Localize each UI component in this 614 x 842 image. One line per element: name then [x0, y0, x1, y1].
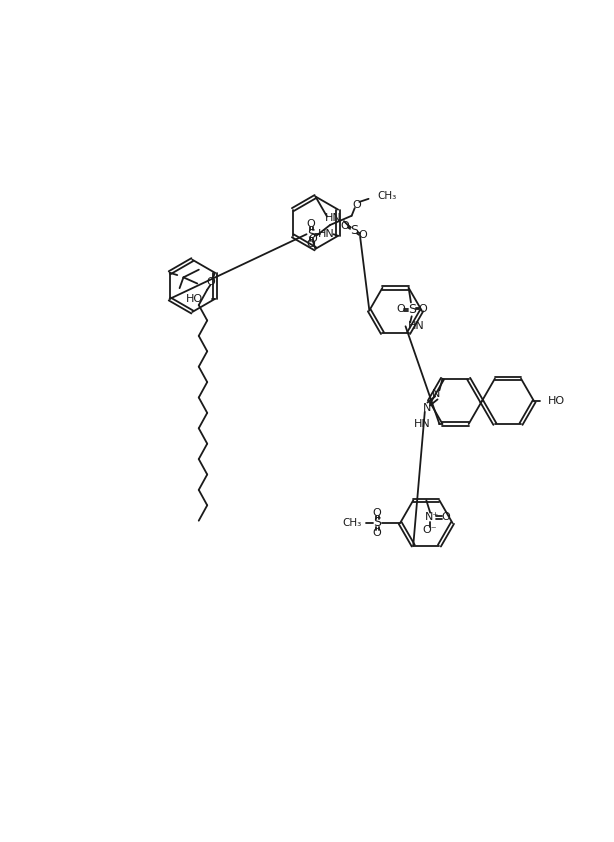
Text: HO: HO	[185, 294, 203, 304]
Text: HN: HN	[413, 419, 430, 429]
Text: HN: HN	[318, 229, 335, 239]
Text: O: O	[373, 508, 381, 518]
Text: HO: HO	[548, 397, 565, 407]
Text: O: O	[359, 230, 368, 240]
Text: O⁻: O⁻	[423, 525, 438, 535]
Text: O: O	[307, 239, 316, 249]
Text: O: O	[309, 234, 317, 244]
Text: S: S	[307, 227, 315, 241]
Text: O: O	[397, 304, 405, 314]
Text: O: O	[441, 512, 450, 522]
Text: O: O	[418, 304, 427, 314]
Text: N: N	[432, 389, 440, 399]
Text: S: S	[350, 224, 358, 237]
Text: HN: HN	[325, 213, 341, 223]
Text: O: O	[307, 219, 316, 229]
Text: CH₃: CH₃	[378, 191, 397, 200]
Text: O: O	[206, 277, 215, 287]
Text: N: N	[423, 403, 431, 413]
Text: S: S	[408, 303, 416, 316]
Text: CH₃: CH₃	[343, 518, 362, 528]
Text: O: O	[352, 200, 360, 210]
Text: O: O	[373, 528, 381, 538]
Text: O: O	[340, 221, 349, 231]
Text: S: S	[373, 516, 381, 530]
Text: HN: HN	[408, 322, 425, 331]
Text: N⁺: N⁺	[425, 512, 439, 522]
